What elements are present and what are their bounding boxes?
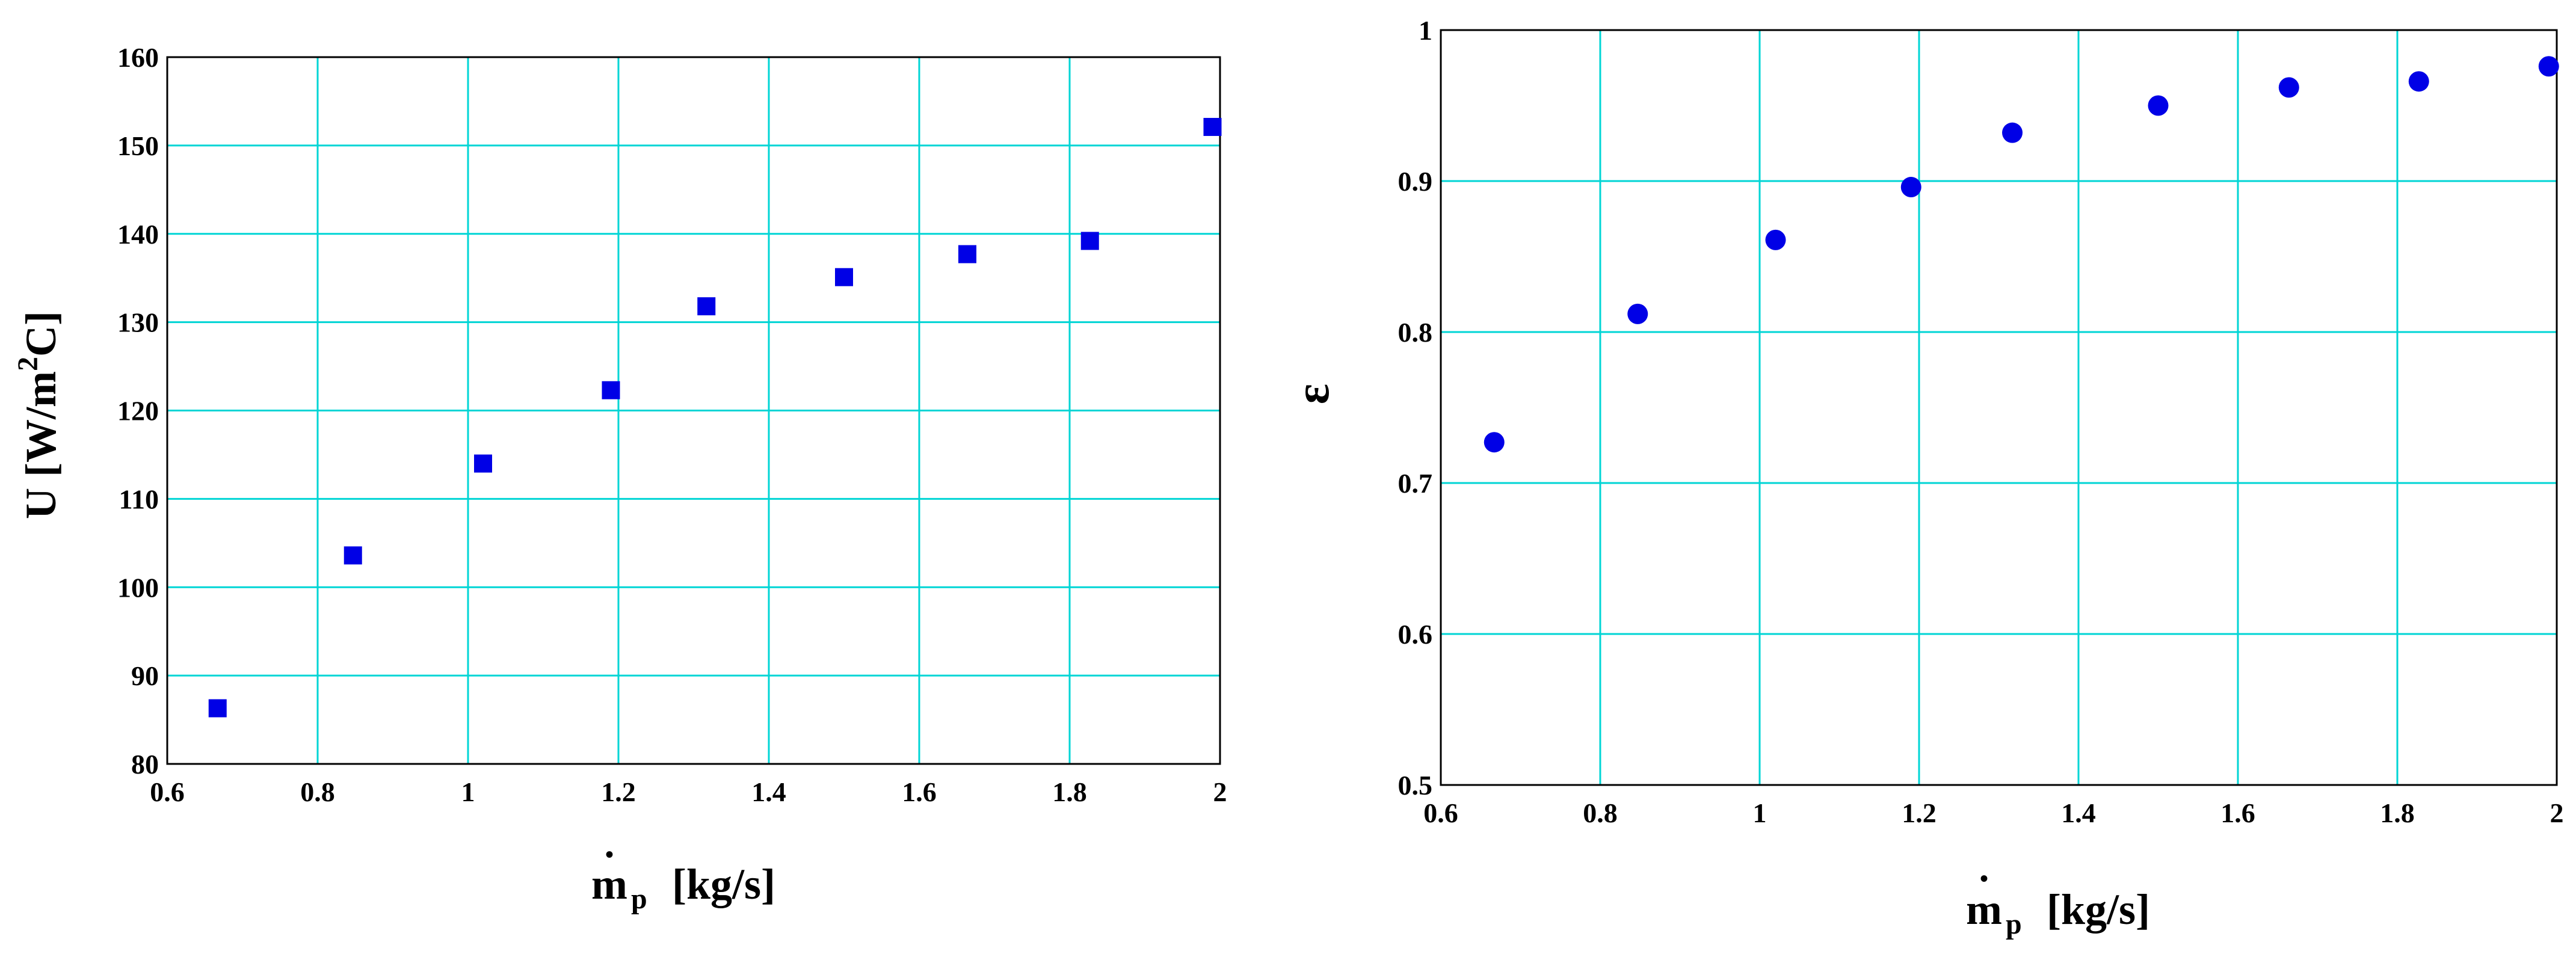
u-chart: 0.6 0.8 1 1.2 1.4 1.6 1.8 2 80 90 100 110 120 130 140…	[12, 42, 1227, 915]
epsilon-chart-data-point	[2148, 95, 2169, 116]
u-chart-y-label-prefix: U [W/m	[17, 371, 65, 519]
u-chart-y-tick-label: 160	[117, 42, 159, 73]
epsilon-chart-y-tick-label: 1	[1419, 15, 1432, 46]
u-chart-data-point	[1203, 118, 1222, 137]
epsilon-chart-y-axis-label: ε	[1286, 384, 1339, 404]
epsilon-chart-data-point	[1765, 229, 1786, 250]
u-chart-y-axis-label: U [W/m2C]	[12, 311, 65, 519]
u-chart-x-tick-label: 1.4	[751, 777, 786, 807]
epsilon-chart-data-point	[2002, 122, 2023, 143]
u-chart-x-tick-label: 1	[461, 777, 475, 807]
epsilon-chart-x-label-symbol: m	[1966, 885, 2002, 934]
u-chart-points	[208, 118, 1222, 718]
epsilon-chart-x-label-dot: •	[1980, 865, 1988, 892]
epsilon-chart-plot-frame	[1440, 29, 2558, 786]
epsilon-chart-x-tick-label: 1.8	[2380, 798, 2415, 828]
epsilon-chart-y-tick-label: 0.7	[1398, 468, 1433, 499]
u-chart-x-label-unit: [kg/s]	[672, 860, 775, 908]
u-chart-data-point	[474, 454, 492, 473]
epsilon-chart-x-label-unit: [kg/s]	[2047, 885, 2150, 934]
u-chart-x-tick-label: 0.6	[150, 777, 185, 807]
epsilon-chart-x-tick-label: 0.6	[1423, 798, 1458, 828]
epsilon-chart-data-point	[2538, 56, 2559, 77]
u-chart-y-tick-label: 90	[131, 660, 159, 691]
epsilon-chart-x-tick-label: 2	[2550, 798, 2564, 828]
u-chart-data-point	[602, 381, 620, 399]
epsilon-chart-y-tick-label: 0.8	[1398, 317, 1433, 348]
u-chart-y-tick-label: 100	[117, 572, 159, 603]
epsilon-chart-x-axis-label: • m p [kg/s]	[1966, 865, 2150, 940]
u-chart-y-tick-label: 150	[117, 131, 159, 161]
u-chart-x-tick-label: 1.8	[1052, 777, 1087, 807]
epsilon-chart-x-tick-label: 1.4	[2061, 798, 2096, 828]
u-chart-y-tick-label: 120	[117, 396, 159, 426]
u-chart-y-tick-labels: 80 90 100 110 120 130 140 150 160	[117, 42, 159, 780]
u-chart-x-tick-label: 1.6	[902, 777, 937, 807]
u-chart-x-tick-label: 1.2	[601, 777, 636, 807]
epsilon-chart-data-point	[1484, 432, 1505, 453]
u-chart-y-tick-label: 130	[117, 307, 159, 338]
epsilon-chart-x-tick-label: 1	[1753, 798, 1767, 828]
epsilon-chart-x-tick-labels: 0.6 0.8 1 1.2 1.4 1.6 1.8 2	[1423, 798, 2563, 828]
u-chart-plot-frame	[166, 56, 1221, 765]
u-chart-data-point	[697, 297, 716, 316]
epsilon-chart-data-point	[1627, 303, 1648, 324]
u-chart-data-point	[344, 546, 362, 565]
u-chart-y-label-superscript: 2	[12, 357, 44, 371]
epsilon-chart-data-point	[2408, 71, 2429, 92]
u-chart-data-point	[208, 699, 227, 718]
u-chart-data-point	[835, 268, 853, 286]
epsilon-chart-grid	[1441, 30, 2557, 785]
epsilon-chart-y-tick-label: 0.6	[1398, 619, 1433, 650]
u-chart-x-tick-labels: 0.6 0.8 1 1.2 1.4 1.6 1.8 2	[150, 777, 1227, 807]
u-chart-x-axis-label: • m p [kg/s]	[591, 841, 775, 915]
u-chart-grid	[167, 57, 1220, 764]
u-chart-y-label-suffix: C]	[17, 311, 65, 357]
u-chart-x-tick-label: 2	[1213, 777, 1227, 807]
epsilon-chart-y-tick-label: 0.5	[1398, 770, 1433, 801]
u-chart-y-tick-label: 140	[117, 219, 159, 250]
u-chart-x-label-subscript: p	[631, 883, 647, 915]
epsilon-chart: 0.6 0.8 1 1.2 1.4 1.6 1.8 2 0.50.60.70.80.91 ε …	[1286, 15, 2564, 940]
epsilon-chart-data-point	[1900, 177, 1921, 198]
epsilon-chart-x-tick-label: 1.2	[1902, 798, 1937, 828]
u-chart-x-tick-label: 0.8	[300, 777, 335, 807]
u-chart-data-point	[958, 245, 976, 263]
epsilon-chart-x-tick-label: 1.6	[2220, 798, 2255, 828]
u-chart-x-label-symbol: m	[591, 860, 627, 908]
u-chart-y-tick-label: 80	[131, 749, 159, 780]
epsilon-chart-y-tick-label: 0.9	[1398, 166, 1433, 197]
epsilon-chart-x-tick-label: 0.8	[1583, 798, 1618, 828]
epsilon-chart-x-label-subscript: p	[2006, 908, 2022, 940]
epsilon-chart-y-tick-labels: 0.5 0.6 0.7 0.8 0.9 1	[1398, 15, 1433, 801]
epsilon-chart-points	[1484, 56, 2559, 453]
epsilon-chart-data-point	[2278, 77, 2299, 98]
u-chart-y-tick-label: 110	[119, 484, 159, 514]
u-chart-data-point	[1080, 232, 1099, 250]
u-chart-x-label-dot: •	[605, 841, 614, 868]
